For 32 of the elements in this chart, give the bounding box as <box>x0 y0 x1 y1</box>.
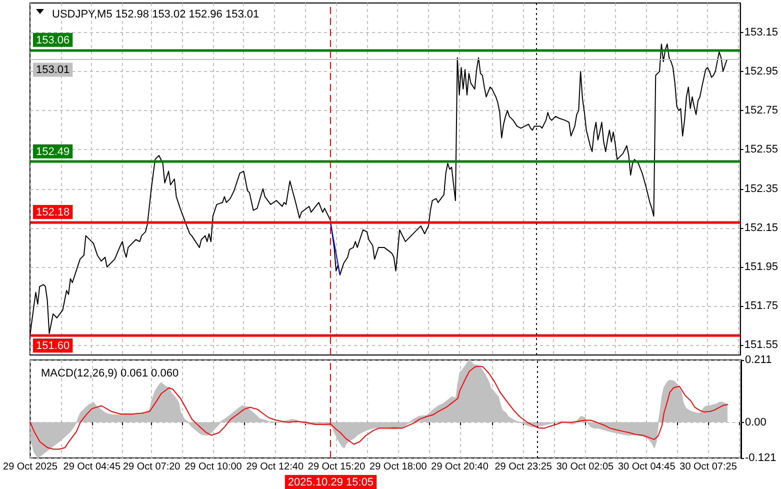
x-tick-label: 30 Oct 07:25 <box>680 462 738 472</box>
x-tick-label: 29 Oct 18:00 <box>370 462 428 472</box>
x-tick-label: 29 Oct 23:25 <box>494 462 552 472</box>
y-tick-label: 151.95 <box>744 261 778 273</box>
text: USDJPY,M5 152.98 153.02 152.96 153.01 <box>52 8 260 20</box>
ref-line-label: 153.01 <box>36 64 70 76</box>
ref-line-label: 153.06 <box>36 34 70 46</box>
ref-line-label: 151.60 <box>36 340 70 352</box>
x-tick-label: 29 Oct 12:40 <box>246 462 304 472</box>
ref-line-label: 2025.10.29 15:05 <box>288 476 374 488</box>
y-tick-label: 152.55 <box>744 144 778 156</box>
y-tick-label: 152.15 <box>744 222 778 234</box>
y-tick-label: 152.95 <box>744 65 778 78</box>
y-tick-label: 153.15 <box>744 26 778 38</box>
x-tick-label: 29 Oct 07:20 <box>122 462 181 472</box>
y-tick-label: -0.121 <box>745 452 776 464</box>
ref-line-label: 152.18 <box>36 206 70 219</box>
x-tick-label: 30 Oct 02:05 <box>556 462 614 472</box>
y-tick-label: 0.211 <box>745 354 772 366</box>
x-tick-label: 29 Oct 15:20 <box>308 462 366 472</box>
x-tick-label: 29 Oct 04:45 <box>63 462 121 472</box>
y-tick-label: 152.75 <box>744 104 778 117</box>
y-tick-label: 151.55 <box>744 339 778 352</box>
ref-line-label: 152.49 <box>36 146 70 158</box>
x-tick-label: 29 Oct 2025 <box>3 462 58 472</box>
x-tick-label: 29 Oct 20:40 <box>431 462 489 472</box>
x-tick-label: 29 Oct 10:00 <box>184 462 242 472</box>
y-tick-label: 0.00 <box>745 416 766 428</box>
x-tick-label: 30 Oct 04:45 <box>618 462 676 472</box>
y-tick-label: 152.35 <box>744 182 778 195</box>
y-tick-label: 151.75 <box>744 300 778 312</box>
text: MACD(12,26,9) 0.061 0.060 <box>41 368 179 380</box>
